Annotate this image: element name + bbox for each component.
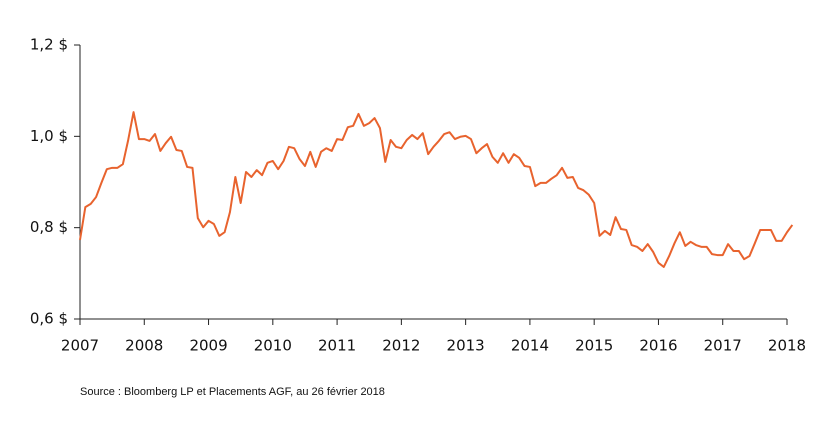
price-line xyxy=(79,111,794,268)
y-tick-label: 1,2 $ xyxy=(30,36,68,54)
x-tick-label: 2013 xyxy=(447,337,485,355)
x-tick-label: 2010 xyxy=(254,337,292,355)
y-tick-label: 0,8 $ xyxy=(30,218,68,236)
y-tick-label: 0,6 $ xyxy=(30,310,68,328)
x-tick-label: 2015 xyxy=(575,337,613,355)
x-tick-label: 2007 xyxy=(61,337,99,355)
x-tick-label: 2008 xyxy=(125,337,163,355)
x-tick-label: 2017 xyxy=(704,337,742,355)
x-tick-label: 2018 xyxy=(768,337,806,355)
x-tick-label: 2016 xyxy=(639,337,677,355)
x-tick-label: 2014 xyxy=(511,337,549,355)
source-note: Source : Bloomberg LP et Placements AGF,… xyxy=(80,386,385,398)
x-tick-label: 2009 xyxy=(189,337,227,355)
y-tick-label: 1,0 $ xyxy=(30,127,68,145)
x-tick-label: 2012 xyxy=(382,337,420,355)
x-tick-label: 2011 xyxy=(318,337,356,355)
